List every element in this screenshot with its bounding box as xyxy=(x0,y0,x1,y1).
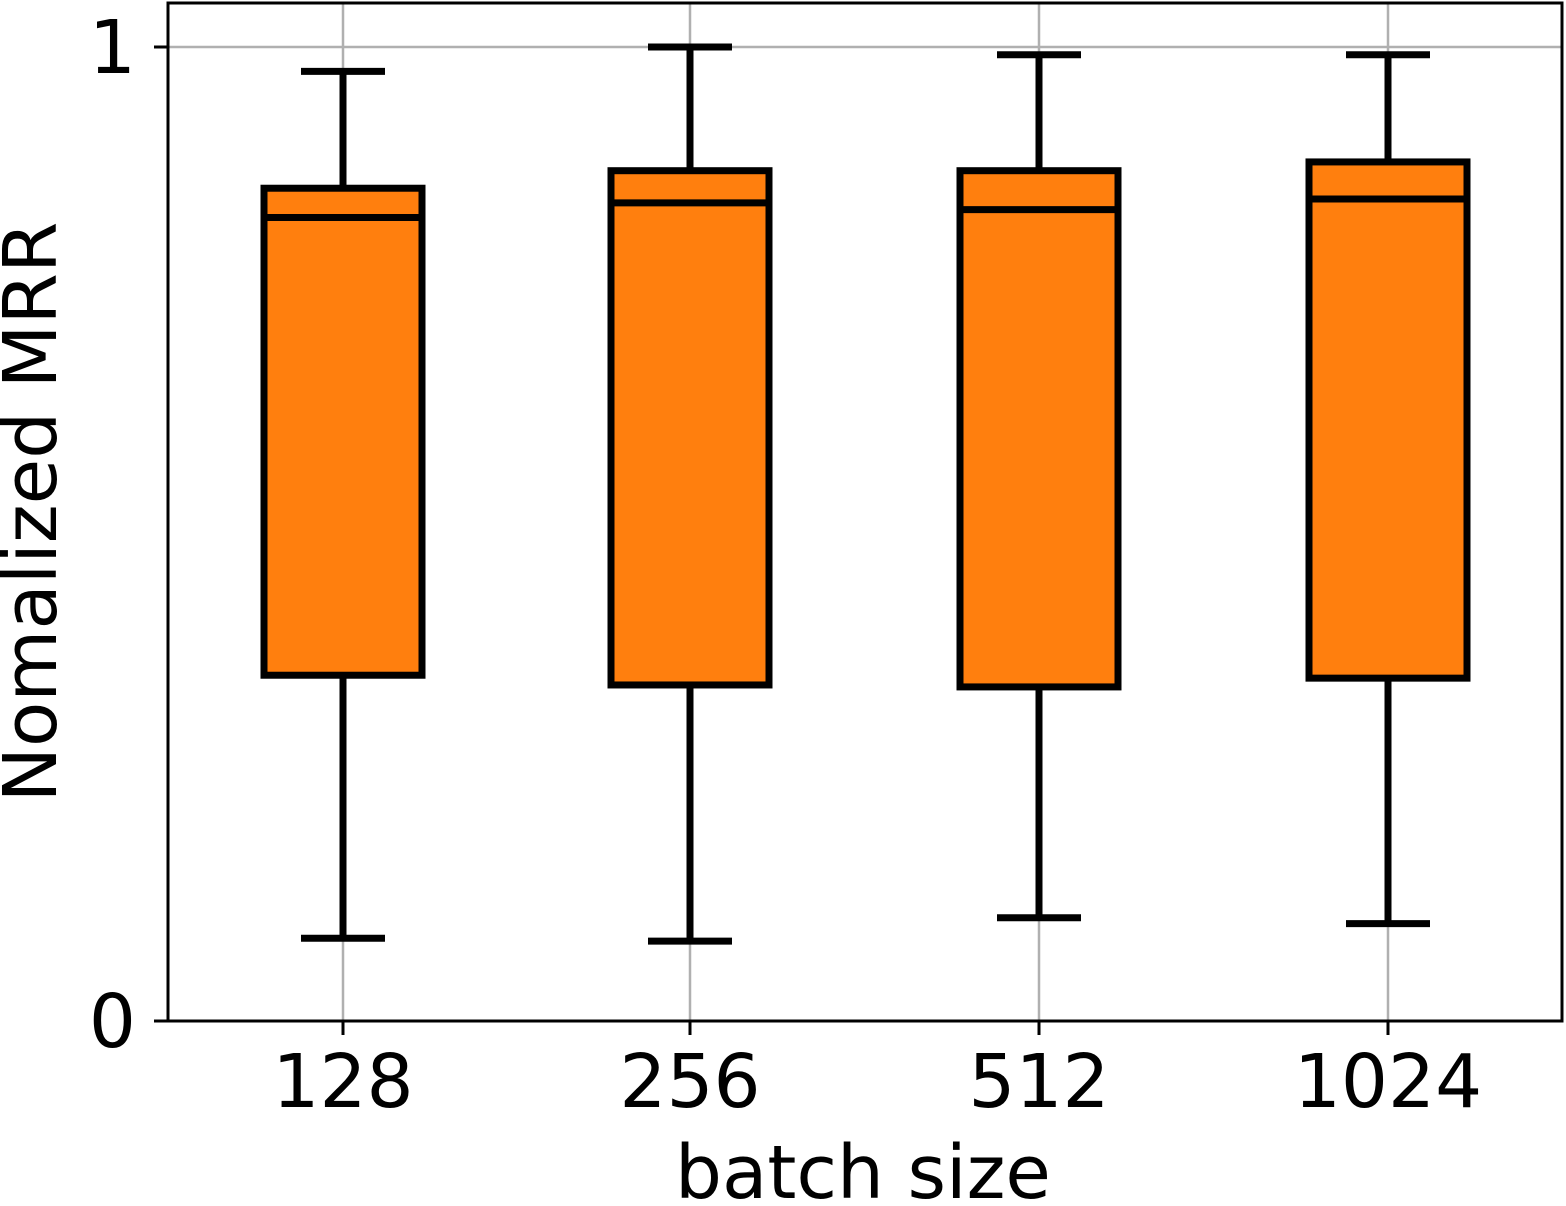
box-256 xyxy=(607,43,773,945)
y-tick-label: 1 xyxy=(89,5,136,91)
y-tick-label: 0 xyxy=(89,979,136,1065)
axis-ticks: 0 1 128 256 512 1024 xyxy=(89,5,1482,1125)
x-tick-label: 128 xyxy=(272,1039,413,1125)
box-1024 xyxy=(1305,51,1471,928)
x-tick-label: 512 xyxy=(968,1039,1109,1125)
x-tick-label: 256 xyxy=(619,1039,760,1125)
y-axis-label: Nomalized MRR xyxy=(0,222,74,803)
iqr-box xyxy=(956,167,1122,691)
iqr-box xyxy=(607,167,773,689)
box-plot-series xyxy=(260,43,1471,945)
iqr-box xyxy=(260,184,426,679)
x-tick-label: 1024 xyxy=(1294,1039,1482,1125)
box-128 xyxy=(260,67,426,942)
plot-area-frame xyxy=(166,1,1564,1023)
box-512 xyxy=(956,51,1122,922)
x-axis-label: batch size xyxy=(675,1130,1051,1206)
iqr-box xyxy=(1305,158,1471,682)
